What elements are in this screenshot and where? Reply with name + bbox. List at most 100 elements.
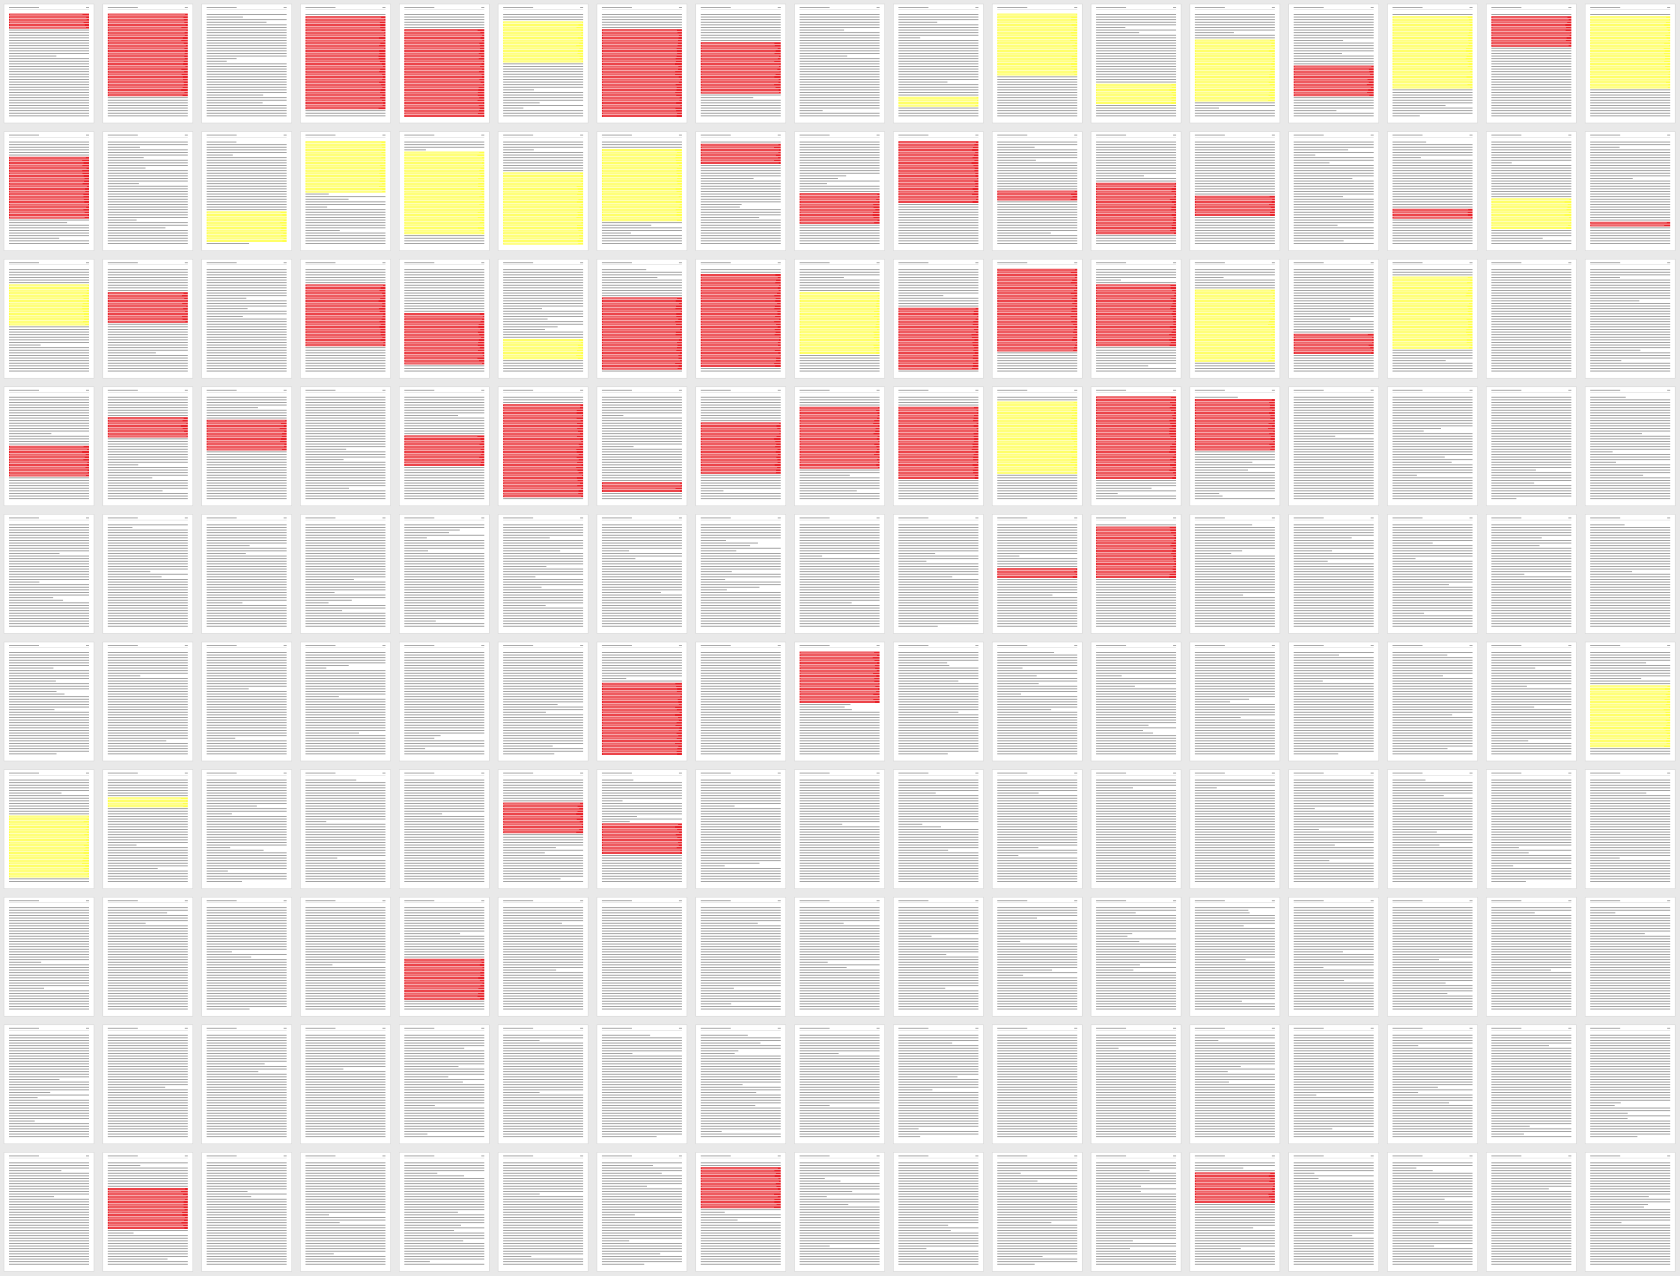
text-line [701,425,777,427]
text-line [701,352,779,354]
page-thumbnail [201,386,292,507]
text-line [9,675,89,677]
text-line [9,420,89,422]
text-line [601,240,682,242]
text-line [1590,602,1671,604]
text-line [306,144,382,146]
text-line [404,417,485,419]
text-line [1293,14,1374,15]
text-line [1590,308,1671,310]
text-line [800,331,874,333]
text-line [504,225,577,226]
text-line [899,102,977,104]
text-line [997,219,1078,221]
page-thumbnail [991,3,1083,124]
text-line [898,529,979,531]
text-line [503,542,584,544]
text-line [1194,623,1275,625]
text-line [1096,175,1144,177]
text-line [9,490,89,492]
text-line [898,566,979,567]
text-line [1195,350,1272,351]
text-line [1293,365,1374,367]
text-line [503,162,584,164]
text-line [405,342,479,343]
text-line [503,170,584,172]
text-line [503,532,584,534]
text-line [503,605,546,606]
text-line [108,45,186,47]
text-line [107,534,188,536]
text-line [1491,599,1572,601]
text-line [107,141,188,143]
text-line [108,295,182,297]
text-line [998,24,1072,26]
text-line [1293,467,1374,468]
text-line [899,183,976,185]
text-line [9,527,89,528]
text-line [206,464,287,466]
text-line [107,438,188,440]
text-line [108,55,185,57]
text-line [107,607,188,609]
text-line [404,292,485,294]
text-line [108,24,186,26]
text-line [1590,290,1671,291]
text-line [1293,313,1374,315]
text-line [899,170,975,172]
text-line [504,191,579,192]
text-line [1590,527,1671,528]
text-line [9,240,89,242]
text-line [1393,331,1467,333]
text-line [503,154,584,156]
text-line [1097,436,1171,437]
text-line [405,162,482,164]
text-line [1392,589,1473,591]
text-line [899,342,973,343]
text-line [1590,318,1671,320]
text-line [305,550,386,552]
page-header [9,7,39,8]
text-line [898,563,979,565]
text-line [700,219,781,221]
text-line [1491,71,1572,73]
text-line [701,339,780,341]
text-line [1491,581,1572,583]
text-line [503,282,584,284]
text-line [799,490,857,492]
page-number [1173,517,1177,519]
text-line [10,175,84,177]
text-line [1293,542,1374,544]
text-line [206,581,287,583]
page-header [305,517,336,519]
text-line [1590,425,1671,427]
text-line [1097,415,1173,416]
text-line [602,305,677,307]
text-line [997,141,1078,143]
text-line [1491,279,1572,281]
text-line [800,410,877,411]
text-line [305,232,386,234]
text-line [9,571,89,573]
text-line [504,27,577,28]
text-line [1491,334,1572,336]
text-line [602,191,677,192]
text-line [404,368,485,369]
text-line [107,459,188,461]
text-line [404,305,485,307]
text-line [799,357,880,359]
text-line [207,230,281,231]
text-line [997,167,1078,169]
text-line [997,615,1078,617]
text-line [799,94,880,96]
text-line [602,360,681,362]
text-line [898,115,979,117]
text-line [405,196,480,198]
text-line [1590,110,1671,112]
text-line [601,529,682,531]
text-line [1194,287,1275,289]
page-number [1667,389,1671,391]
text-line [305,459,344,461]
text-line [799,527,880,528]
text-line [10,178,85,179]
